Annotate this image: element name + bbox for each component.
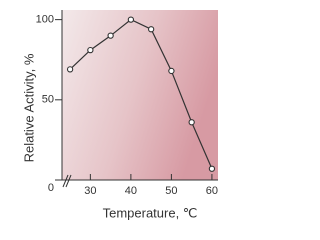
break-mark: [62, 174, 69, 188]
data-point: [107, 32, 114, 39]
plot-background: [62, 10, 218, 180]
data-line: [69, 18, 213, 170]
data-point: [147, 26, 155, 33]
x-tick-label: 30: [84, 185, 96, 197]
x-tick-label: 60: [206, 185, 218, 197]
page: {"chart_data": {"type": "line", "xlabel"…: [21, 10, 219, 221]
data-point: [66, 66, 74, 73]
data-point: [188, 119, 195, 126]
x-axis-title: Temperature, ℃: [103, 205, 198, 220]
data-point: [208, 165, 216, 172]
y-tick-label: 100: [36, 14, 54, 26]
y-tick-label: 0: [48, 182, 54, 194]
chart: Temperature, ℃ Relative Activity, % 0 50 1…: [21, 10, 218, 220]
axis-break: [62, 174, 72, 188]
data-point: [127, 16, 135, 23]
data-point: [87, 46, 94, 54]
y-tick-label: 50: [42, 94, 54, 106]
y-axis-title: Relative Activity, %: [21, 53, 36, 162]
break-mark: [65, 174, 72, 188]
x-tick-label: 40: [125, 185, 137, 197]
x-tick-label: 50: [165, 185, 177, 197]
data-point: [168, 67, 175, 75]
